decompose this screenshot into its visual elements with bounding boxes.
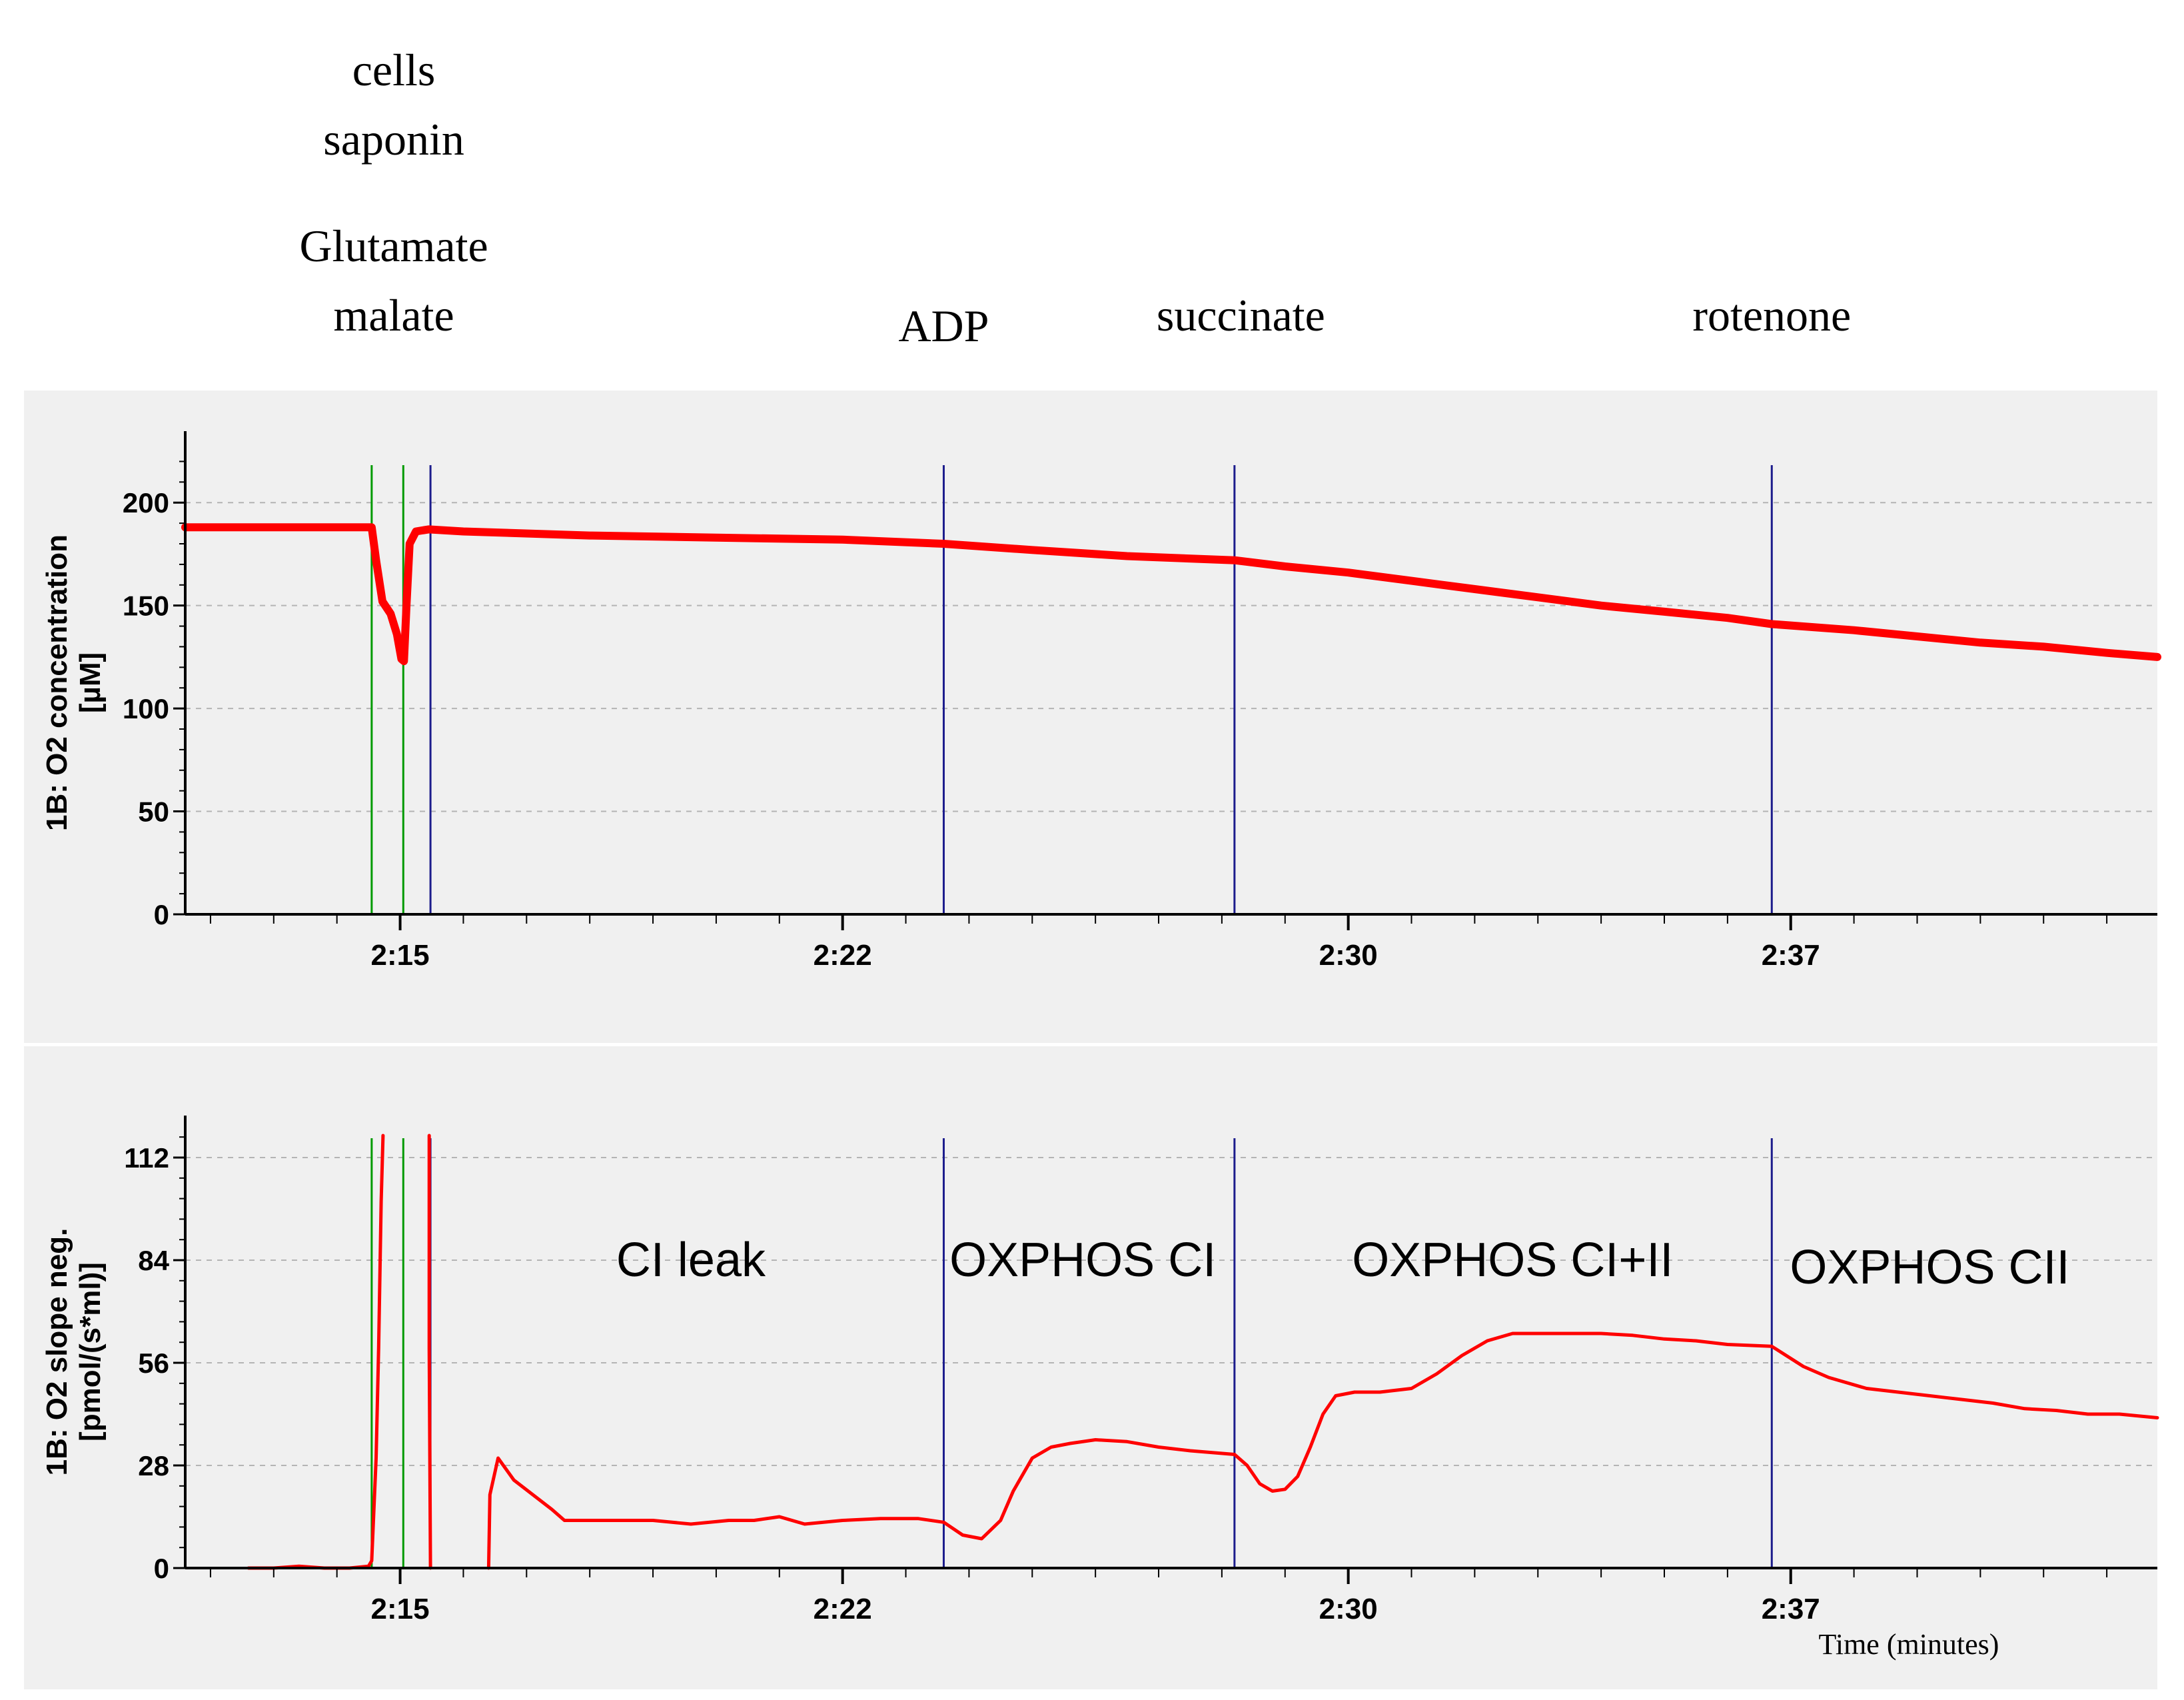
y-tick-label: 28 — [138, 1450, 169, 1481]
x-tick-label: 2:22 — [814, 1593, 872, 1625]
y-tick-label: 0 — [154, 899, 169, 930]
x-axis-label: Time (minutes) — [1819, 1628, 1999, 1661]
addition-label: cells — [352, 45, 436, 95]
x-tick-label: 2:15 — [371, 939, 430, 972]
x-tick-label: 2:15 — [371, 1593, 430, 1625]
addition-label: malate — [333, 290, 454, 341]
y-tick-label: 84 — [138, 1245, 169, 1276]
y-axis-title: [µM] — [74, 652, 107, 713]
y-tick-label: 100 — [123, 693, 169, 724]
addition-label: succinate — [1157, 290, 1325, 341]
x-tick-label: 2:22 — [814, 939, 872, 972]
y-tick-label: 112 — [124, 1142, 169, 1174]
x-tick-label: 2:30 — [1319, 939, 1378, 972]
y-tick-label: 56 — [138, 1347, 169, 1379]
x-tick-label: 2:37 — [1762, 939, 1820, 972]
addition-label: rotenone — [1692, 290, 1851, 341]
series-line — [427, 1134, 432, 1570]
o2-concentration-panel: 0 50 100 150 200 2:15 2:22 2:30 2:37 1B: O2 conce… — [24, 391, 2161, 1043]
region-annotation: OXPHOS CI — [949, 1234, 1216, 1287]
series-line — [486, 1331, 2159, 1570]
region-annotation: OXPHOS CI+II — [1352, 1234, 1673, 1287]
x-tick-label: 2:37 — [1762, 1593, 1820, 1625]
y-axis-title: 1B: O2 slope neg. — [41, 1228, 73, 1476]
y-axis-title: 1B: O2 concentration — [41, 534, 73, 831]
region-annotation: CI leak — [616, 1234, 766, 1287]
y-tick-label: 50 — [138, 796, 169, 828]
panel-background — [24, 1046, 2157, 1689]
series-line — [181, 523, 2161, 666]
addition-label: ADP — [898, 301, 989, 351]
addition-labels: cells saponin Glutamate malate ADP succinate r… — [299, 45, 1851, 351]
y-axis-title: [pmol/(s*ml)] — [74, 1262, 107, 1441]
addition-label: saponin — [323, 114, 464, 165]
x-tick-label: 2:30 — [1319, 1593, 1378, 1625]
y-tick-label: 200 — [123, 487, 169, 518]
y-tick-label: 150 — [123, 590, 169, 622]
panel-background — [24, 391, 2157, 1043]
y-tick-label: 0 — [154, 1553, 169, 1584]
o2-slope-panel: 0 28 56 84 112 2:15 2:22 2:30 2:37 1B: O2 slope n… — [24, 1046, 2159, 1689]
addition-label: Glutamate — [299, 221, 488, 271]
region-annotation: OXPHOS CII — [1790, 1241, 2069, 1294]
